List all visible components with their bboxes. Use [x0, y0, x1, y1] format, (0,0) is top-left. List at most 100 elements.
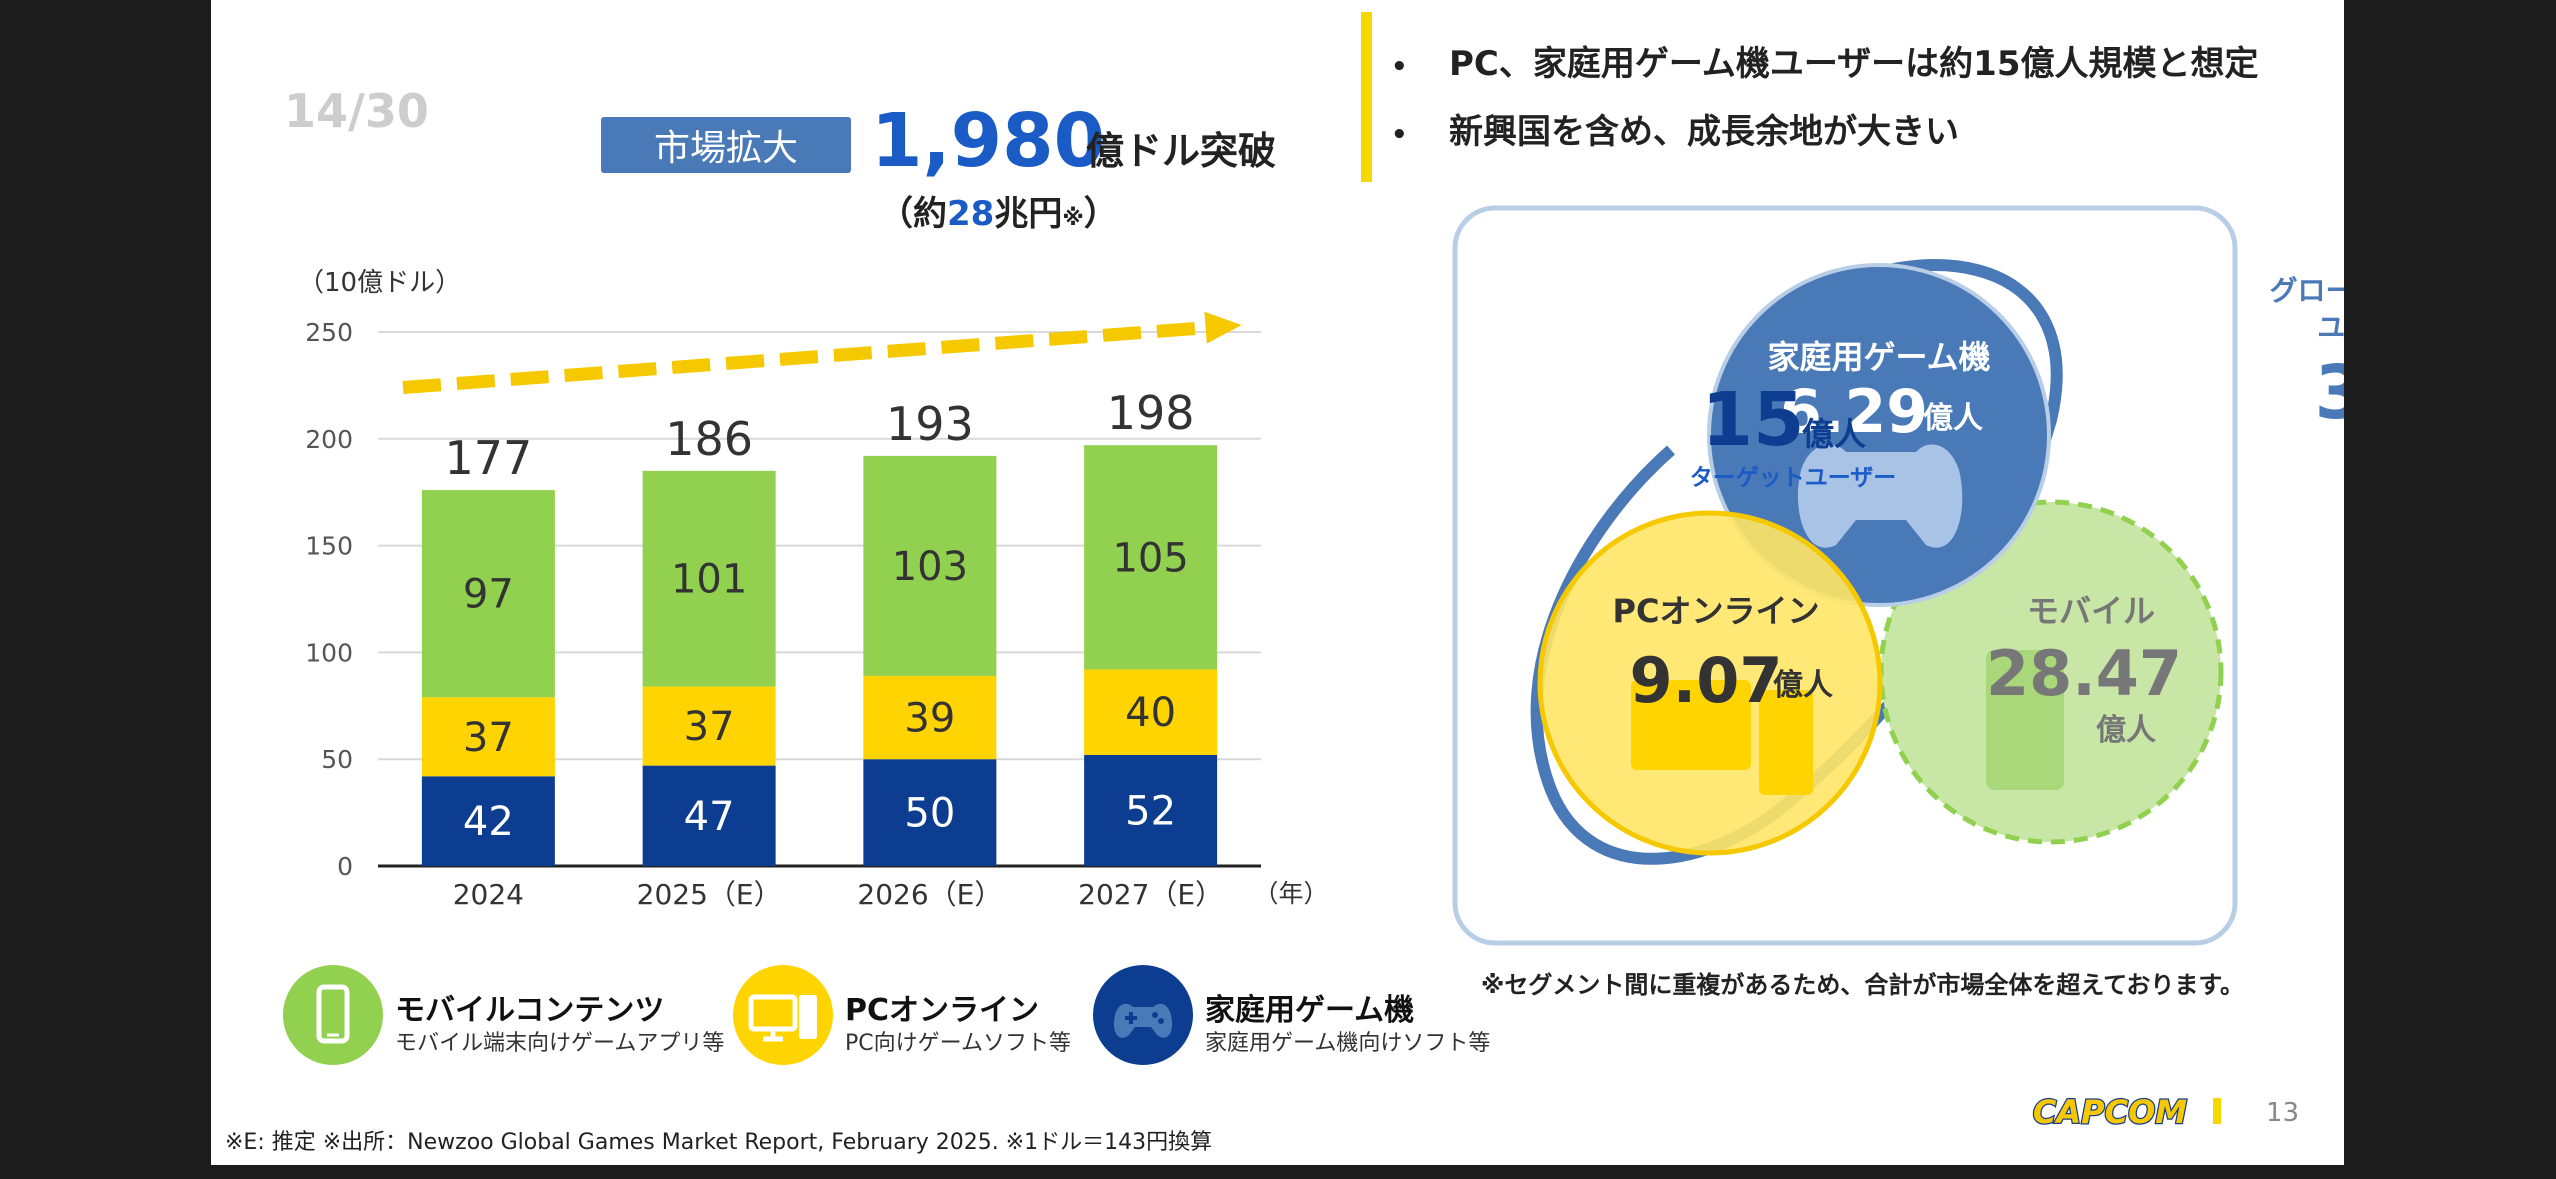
- bullet-marker: •: [1391, 120, 1408, 150]
- segment-value-label: 50: [904, 791, 955, 837]
- legend-icon-circle: [1093, 965, 1193, 1065]
- source-footnote: ※E: 推定 ※出所：Newzoo Global Games Market Re…: [225, 1130, 1213, 1155]
- bullet-text: PC、家庭用ゲーム機ユーザーは約15億人規模と想定: [1449, 44, 2259, 84]
- headline-unit: 億ドル突破: [1086, 129, 1277, 173]
- pc-number: 9.07: [1630, 644, 1783, 717]
- x-tick-label: 2024: [453, 878, 524, 911]
- global-users-number: 34: [2315, 350, 2344, 436]
- segment-value-label: 97: [463, 572, 514, 618]
- segment-value-label: 101: [671, 557, 747, 603]
- svg-text:CAPCOM: CAPCOM: [2033, 1093, 2187, 1130]
- pc-watermark-monitor-icon: [1631, 680, 1751, 770]
- pc-watermark-tower-icon: [1759, 690, 1813, 795]
- console-circle: [1707, 263, 2051, 607]
- segment-value-label: 47: [684, 794, 735, 840]
- bar-segment-mobile: [421, 490, 555, 698]
- legend-description: PC向けゲームソフト等: [845, 1031, 1071, 1056]
- bullet-accent-bar: [1361, 12, 1372, 182]
- gamepad-watermark-icon: [1797, 444, 1963, 548]
- target-users-unit: 億人: [1802, 415, 1866, 453]
- yen-note-mark: ※: [1062, 206, 1084, 231]
- market-expansion-badge: 市場拡大: [601, 117, 851, 173]
- segment-value-label: 39: [904, 696, 955, 742]
- global-users-frame: [1452, 205, 2238, 946]
- console-unit: 億人: [1923, 401, 1983, 436]
- mobile-number: 28.47: [1986, 637, 2182, 710]
- y-tick-label: 150: [305, 532, 353, 561]
- bullet-text: 新興国を含め、成長余地が大きい: [1449, 112, 1959, 152]
- market-size-bar-chart: 0 50 100 150 200 250 42 37 97 177 2024 47 37 101 186 20…: [305, 311, 1329, 911]
- desktop-pc-icon: [748, 994, 817, 1042]
- bar-total-label: 177: [444, 431, 532, 485]
- bar-total-label: 193: [886, 397, 974, 451]
- legend-icon-circle: [283, 965, 383, 1065]
- y-tick-label: 200: [305, 425, 353, 454]
- target-users-number: 15: [1702, 377, 1805, 463]
- headline-number: 1,980: [871, 98, 1106, 184]
- bar-segment-console: [421, 776, 555, 866]
- yen-prefix: （約: [879, 194, 947, 234]
- x-tick-label: 2026（E）: [857, 878, 1002, 911]
- trend-arrow: [402, 321, 1207, 395]
- segment-value-label: 40: [1125, 690, 1176, 736]
- legend-item-mobile: モバイルコンテンツ モバイル端末向けゲームアプリ等: [283, 965, 724, 1069]
- yen-number: 28: [947, 194, 995, 234]
- user-population-venn-diagram: 家庭用ゲーム機 6.29 億人 PCオンライン 9.07 億人 モバイル 28.…: [1452, 205, 2344, 946]
- capcom-logo: CAPCOM: [2032, 1092, 2189, 1130]
- segment-value-label: 105: [1112, 535, 1188, 581]
- x-tick-label: 2027（E）: [1078, 878, 1223, 911]
- slide: 14/30 市場拡大 1,980 億ドル突破 （約28兆円※） （10億ドル） …: [211, 0, 2344, 1165]
- console-label: 家庭用ゲーム機: [1767, 338, 1990, 376]
- bullet-item: • 新興国を含め、成長余地が大きい: [1391, 104, 1959, 153]
- gamepad-icon: [1113, 1003, 1173, 1038]
- segment-value-label: 37: [684, 704, 735, 750]
- bar-segment-pc: [642, 686, 776, 766]
- bullet-item: • PC、家庭用ゲーム機ユーザーは約15億人規模と想定: [1391, 36, 2258, 85]
- legend-title: モバイルコンテンツ: [395, 993, 665, 1028]
- global-users-label-line2: ユーザー人口: [2317, 311, 2344, 344]
- bullet-marker: •: [1391, 52, 1408, 82]
- trend-arrow-head: [1204, 311, 1242, 344]
- segment-value-label: 52: [1125, 788, 1176, 834]
- y-tick-label: 0: [337, 852, 353, 881]
- yen-close: ）: [1083, 194, 1118, 234]
- legend-icon-circle: [733, 965, 833, 1065]
- bar-segment-mobile: [863, 455, 997, 676]
- headline-yen-equivalent: （約28兆円※）: [879, 186, 1118, 235]
- mobile-watermark-icon: [1986, 650, 2064, 790]
- pc-unit: 億人: [1773, 668, 1833, 703]
- pc-label: PCオンライン: [1613, 592, 1820, 630]
- x-tick-label: 2025（E）: [637, 878, 782, 911]
- mobile-label: モバイル: [2027, 592, 2155, 630]
- x-axis-unit-label: （年）: [1253, 879, 1328, 908]
- mobile-unit: 億人: [2096, 713, 2156, 748]
- bar-total-label: 186: [665, 412, 753, 466]
- segment-value-label: 103: [892, 544, 968, 590]
- bar-segment-console: [1084, 754, 1218, 866]
- legend-description: 家庭用ゲーム機向けソフト等: [1205, 1031, 1491, 1056]
- bar-segment-mobile: [1084, 445, 1218, 670]
- bar-segment-pc: [421, 697, 555, 777]
- legend-item-pc: PCオンライン PC向けゲームソフト等: [733, 965, 1083, 1069]
- bar-segment-console: [642, 765, 776, 866]
- y-tick-label: 250: [305, 318, 353, 347]
- console-number: 6.29: [1780, 377, 1928, 447]
- legend-item-console: 家庭用ゲーム機 家庭用ゲーム機向けソフト等: [1093, 965, 1493, 1069]
- bar-total-label: 198: [1107, 386, 1195, 440]
- segment-value-label: 42: [463, 799, 514, 845]
- overlap-note: ※セグメント間に重複があるため、合計が市場全体を超えております。: [1481, 971, 2245, 999]
- bar-segment-console: [863, 759, 997, 866]
- y-tick-label: 100: [305, 638, 353, 667]
- bar-segment-pc: [1084, 669, 1218, 755]
- yen-suffix: 兆円: [994, 194, 1063, 234]
- bar-segment-pc: [863, 675, 997, 760]
- logo-divider-bar: [2213, 1098, 2221, 1124]
- segment-value-label: 37: [463, 715, 514, 761]
- legend-title: 家庭用ゲーム機: [1205, 993, 1415, 1028]
- page-indicator: 14/30: [284, 84, 429, 138]
- smartphone-icon: [316, 984, 350, 1044]
- bar-segment-mobile: [642, 470, 776, 687]
- global-users-label-line1: グローバルゲーム: [2270, 274, 2344, 307]
- chart-unit-label: （10億ドル）: [298, 268, 462, 298]
- y-tick-label: 50: [321, 745, 353, 774]
